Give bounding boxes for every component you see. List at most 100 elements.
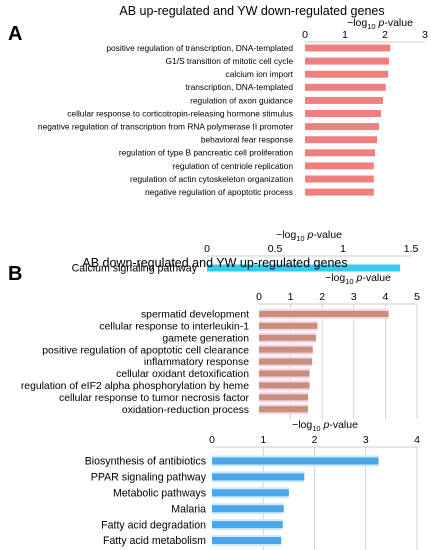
x-axis-label-prefix: −log [276,229,296,241]
tick-label: 2 [312,434,318,446]
x-axis-label-subscript: 10 [345,277,353,286]
x-axis-label: −log10 p-value [347,17,413,31]
x-axis-label-subscript: 10 [367,22,375,31]
x-axis-label-italic: p [321,419,330,431]
category-label: cellular response to corticotropin-relea… [67,108,293,118]
category-label: regulation of type B pancreatic cell pro… [119,148,293,158]
bar [305,110,381,117]
category-label: cellular response to interleukin-1 [99,322,249,333]
bar [305,136,377,144]
panel-letter-b: B [8,263,22,285]
category-label: gamete generation [162,333,249,344]
category-label: regulation of axon guidance [190,95,293,105]
category-label: Metabolic pathways [113,488,206,500]
category-label: oxidation-reduction process [122,405,249,416]
tick-label: 3 [422,29,428,41]
category-label: spermatid development [141,310,249,321]
bar [305,188,374,196]
bar [305,44,391,52]
category-label: regulation of centriole replication [172,161,293,171]
tick-label: 1 [340,243,346,255]
bar [259,394,308,401]
tick-label: 2 [382,29,388,41]
bar [212,505,284,513]
bar [212,457,379,465]
chart-panel-b2: −log10 p-value 0 1 2 3 4 Biosynthesis of antib… [85,419,420,550]
x-axis-label-italic: p [354,272,363,284]
tick-label: 0 [209,434,215,446]
panel-letter-a: A [8,23,22,45]
bar [212,537,282,544]
x-axis-label-prefix: −log [292,419,312,431]
bar [259,358,313,365]
category-label: Malaria [171,503,206,515]
bar [212,521,283,529]
tick-label: 3 [363,434,369,446]
x-axis-label-subscript: 10 [312,424,320,433]
x-axis-label: −log10 p-value [292,419,358,433]
bar [305,149,375,157]
tick-label: 1.5 [404,243,419,255]
bar [305,175,374,183]
tick-label: 1 [342,29,348,41]
category-label: PPAR signaling pathway [91,472,207,484]
category-label: regulation of eIF2 alpha phosphorylation… [21,381,249,392]
x-axis-label: −log10 p-value [325,272,391,286]
category-label: behavioral fear response [201,135,294,145]
tick-label: 0 [204,243,210,255]
tick-label: 1 [288,291,294,303]
category-label: negative regulation of apoptotic process [145,187,293,197]
bar [305,123,379,131]
x-axis-label-italic: p [305,229,314,241]
bar [259,322,318,329]
category-label: Fatty acid degradation [101,519,206,531]
chart-panel-b: AB down-regulated and YW up-regulated ge… [21,256,420,420]
x-axis-label-prefix: −log [347,17,367,29]
bar [305,162,374,170]
chart-panel-a: AB up-regulated and YW down-regulated ge… [38,4,428,197]
tick-label: 0 [302,29,308,41]
category-label: Calcium signaling pathway [72,263,198,275]
category-label: negative regulation of transcription fro… [38,122,293,132]
bar [305,57,389,65]
category-label: inflammatory response [144,357,249,368]
category-label: cellular response to tumor necrosis fact… [59,393,250,404]
tick-label: 0 [256,291,262,303]
bar [305,83,386,91]
tick-label: 4 [414,434,420,446]
bar [259,382,310,389]
chart-panel-a2: −log10 p-value 0 0.5 1 1.5 Calcium signaling … [72,229,419,275]
bar [207,264,401,272]
bar [259,346,313,353]
category-label: Biosynthesis of antibiotics [85,456,206,468]
tick-label: 1 [260,434,266,446]
tick-label: 2 [319,291,325,303]
x-axis-label-prefix: −log [325,272,345,284]
bar [259,370,310,377]
bar [259,334,316,341]
x-axis-label-suffix: -value [313,229,342,241]
tick-label: 3 [351,291,357,303]
tick-label: 5 [414,291,420,303]
x-axis-label: −log10 p-value [276,229,342,243]
x-axis-label-suffix: -value [329,419,358,431]
x-axis-label-suffix: -value [362,272,391,284]
chart-title: AB up-regulated and YW down-regulated ge… [119,4,384,18]
x-axis-label-italic: p [376,17,385,29]
bar [212,473,305,481]
category-label: positive regulation of apoptotic cell cl… [42,345,249,356]
x-axis-label-suffix: -value [384,17,413,29]
chart-title: AB down-regulated and YW up-regulated ge… [82,256,347,270]
bar [305,96,383,104]
bar [212,489,289,497]
bar [259,406,308,413]
tick-label: 4 [382,291,388,303]
bar [305,70,389,78]
category-label: regulation of actin cytoskeleton organiz… [130,174,293,184]
chart-layer: AB up-regulated and YW down-regulated ge… [21,4,428,550]
bar [259,311,389,317]
category-label: transcription, DNA-templated [185,82,293,92]
category-label: Fatty acid metabolism [103,535,206,547]
category-label: positive regulation of transcription, DN… [106,43,293,53]
